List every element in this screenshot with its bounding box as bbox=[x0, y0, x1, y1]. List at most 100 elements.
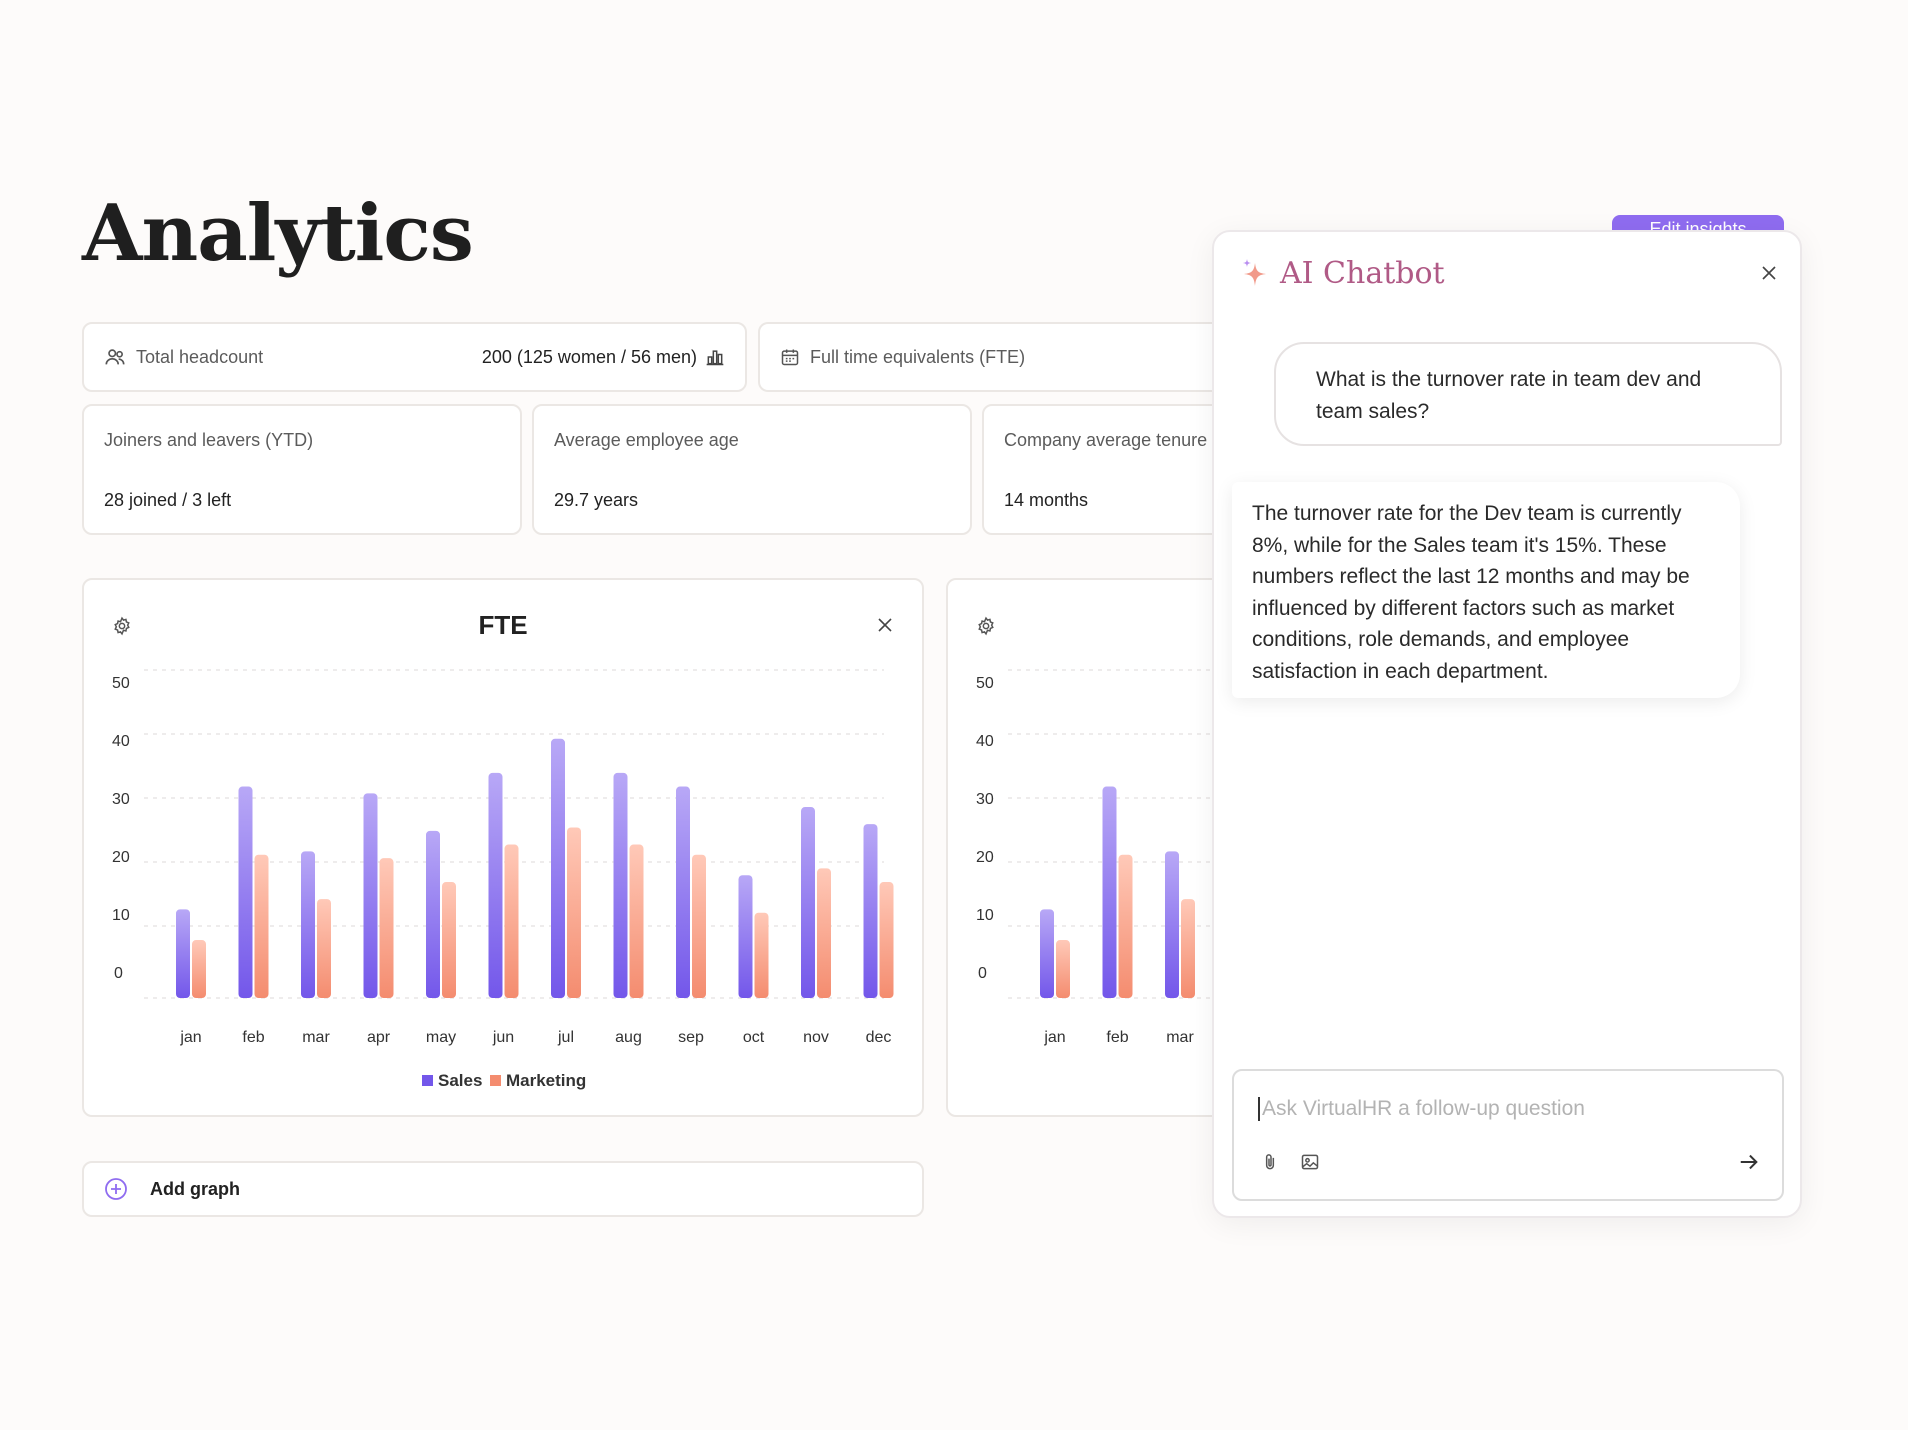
bar-marketing[interactable] bbox=[379, 858, 394, 998]
y-tick-label: 0 bbox=[114, 965, 123, 982]
bar-sales[interactable] bbox=[1165, 851, 1179, 998]
bar-marketing[interactable] bbox=[692, 854, 706, 998]
bar-sales[interactable] bbox=[551, 738, 565, 998]
x-tick-label: jul bbox=[557, 1029, 574, 1046]
fte-summary-card: Full time equivalents (FTE) bbox=[758, 322, 1228, 392]
x-tick-label: feb bbox=[1106, 1029, 1128, 1046]
plus-circle-icon bbox=[105, 1178, 127, 1200]
legend-label-sales: Sales bbox=[438, 1071, 482, 1090]
x-tick-label: may bbox=[426, 1029, 456, 1046]
bar-marketing[interactable] bbox=[254, 854, 269, 998]
bar-chart-icon[interactable] bbox=[705, 347, 725, 367]
page-title: Analytics bbox=[82, 188, 474, 279]
gear-icon[interactable] bbox=[976, 616, 996, 636]
send-arrow-icon[interactable] bbox=[1738, 1151, 1760, 1173]
bar-sales[interactable] bbox=[301, 851, 315, 998]
close-icon[interactable] bbox=[876, 616, 894, 634]
bar-marketing[interactable] bbox=[1056, 940, 1070, 998]
y-tick-label: 0 bbox=[978, 965, 987, 982]
chat-title: AI Chatbot bbox=[1280, 256, 1445, 291]
bar-marketing[interactable] bbox=[879, 882, 894, 998]
legend-swatch-marketing bbox=[490, 1075, 501, 1086]
stat-value: 14 months bbox=[1004, 490, 1089, 510]
stat-value: 29.7 years bbox=[554, 490, 639, 510]
headcount-value: 200 (125 women / 56 men) bbox=[481, 346, 697, 367]
bar-sales[interactable] bbox=[738, 875, 753, 998]
legend-swatch-sales bbox=[422, 1075, 433, 1086]
ai-chatbot-panel: AI Chatbot What is the turnover rate in … bbox=[1212, 230, 1802, 1218]
chat-input[interactable] bbox=[1262, 1091, 1762, 1127]
bar-marketing[interactable] bbox=[504, 844, 519, 998]
x-tick-label: jan bbox=[1043, 1029, 1065, 1046]
bar-sales[interactable] bbox=[676, 786, 690, 998]
y-tick-label: 20 bbox=[976, 849, 994, 866]
chart-title: FTE bbox=[478, 610, 528, 640]
bar-marketing[interactable] bbox=[442, 882, 456, 998]
calendar-icon bbox=[781, 349, 799, 366]
chat-header: AI Chatbot bbox=[1240, 256, 1445, 291]
stat-value: 28 joined / 3 left bbox=[104, 490, 232, 510]
bar-marketing[interactable] bbox=[317, 899, 331, 998]
bar-sales[interactable] bbox=[488, 772, 503, 998]
x-tick-label: mar bbox=[1166, 1029, 1194, 1046]
y-tick-label: 50 bbox=[112, 675, 130, 692]
paperclip-icon[interactable] bbox=[1260, 1151, 1280, 1173]
bar-sales[interactable] bbox=[801, 807, 815, 998]
x-tick-label: jun bbox=[492, 1029, 514, 1046]
y-tick-label: 40 bbox=[112, 733, 130, 750]
headcount-card: Total headcount 200 (125 women / 56 men) bbox=[82, 322, 747, 392]
bar-marketing[interactable] bbox=[1118, 854, 1133, 998]
y-tick-label: 10 bbox=[976, 907, 994, 924]
fte-chart-card: FTE 0 10 20 30 40 50 jan feb mar apr may jun jul aug s… bbox=[82, 578, 924, 1117]
bar-marketing[interactable] bbox=[629, 844, 644, 998]
x-tick-label: mar bbox=[302, 1029, 330, 1046]
x-tick-label: jan bbox=[179, 1029, 201, 1046]
stat-label: Company average tenure bbox=[1004, 430, 1208, 450]
bar-sales[interactable] bbox=[1102, 786, 1117, 998]
bar-sales[interactable] bbox=[426, 830, 440, 998]
bar-marketing[interactable] bbox=[1181, 899, 1195, 998]
users-icon bbox=[105, 349, 125, 365]
chat-input-box bbox=[1232, 1069, 1784, 1201]
bar-marketing[interactable] bbox=[817, 868, 831, 998]
y-tick-label: 30 bbox=[112, 791, 130, 808]
bar-marketing[interactable] bbox=[754, 912, 769, 998]
y-tick-label: 40 bbox=[976, 733, 994, 750]
fte-bar-chart: 0 10 20 30 40 50 jan feb mar apr may jun jul aug sep oc… bbox=[112, 669, 894, 1090]
stat-label: Average employee age bbox=[554, 430, 739, 450]
sparkle-icon bbox=[1243, 258, 1266, 286]
bar-sales[interactable] bbox=[613, 772, 628, 998]
stat-card-age: Average employee age 29.7 years bbox=[532, 404, 972, 535]
bar-sales[interactable] bbox=[238, 786, 253, 998]
x-tick-label: apr bbox=[367, 1029, 391, 1046]
bar-sales[interactable] bbox=[363, 793, 378, 998]
bar-sales[interactable] bbox=[863, 824, 878, 998]
legend-label-marketing: Marketing bbox=[506, 1071, 586, 1090]
fte-summary-label: Full time equivalents (FTE) bbox=[810, 346, 1026, 367]
bot-message: The turnover rate for the Dev team is cu… bbox=[1232, 482, 1740, 698]
text-caret bbox=[1258, 1097, 1260, 1121]
y-tick-label: 10 bbox=[112, 907, 130, 924]
x-tick-label: oct bbox=[743, 1029, 765, 1046]
bar-sales[interactable] bbox=[176, 909, 190, 998]
bar-marketing[interactable] bbox=[567, 827, 581, 998]
y-tick-label: 20 bbox=[112, 849, 130, 866]
x-tick-label: feb bbox=[242, 1029, 264, 1046]
x-tick-label: aug bbox=[615, 1029, 642, 1046]
user-message: What is the turnover rate in team dev an… bbox=[1274, 342, 1782, 446]
gear-icon[interactable] bbox=[112, 616, 132, 636]
y-tick-label: 30 bbox=[976, 791, 994, 808]
headcount-label: Total headcount bbox=[136, 346, 264, 367]
x-tick-label: dec bbox=[866, 1029, 892, 1046]
x-tick-label: nov bbox=[803, 1029, 829, 1046]
bar-sales[interactable] bbox=[1040, 909, 1054, 998]
close-icon[interactable] bbox=[1760, 264, 1778, 282]
add-graph-label: Add graph bbox=[150, 1178, 240, 1199]
bar-marketing[interactable] bbox=[192, 940, 206, 998]
y-tick-label: 50 bbox=[976, 675, 994, 692]
add-graph-button[interactable]: Add graph bbox=[82, 1161, 924, 1217]
stat-card-joiners: Joiners and leavers (YTD) 28 joined / 3 … bbox=[82, 404, 522, 535]
image-icon[interactable] bbox=[1300, 1151, 1320, 1173]
x-tick-label: sep bbox=[678, 1029, 704, 1046]
stat-label: Joiners and leavers (YTD) bbox=[104, 430, 314, 450]
